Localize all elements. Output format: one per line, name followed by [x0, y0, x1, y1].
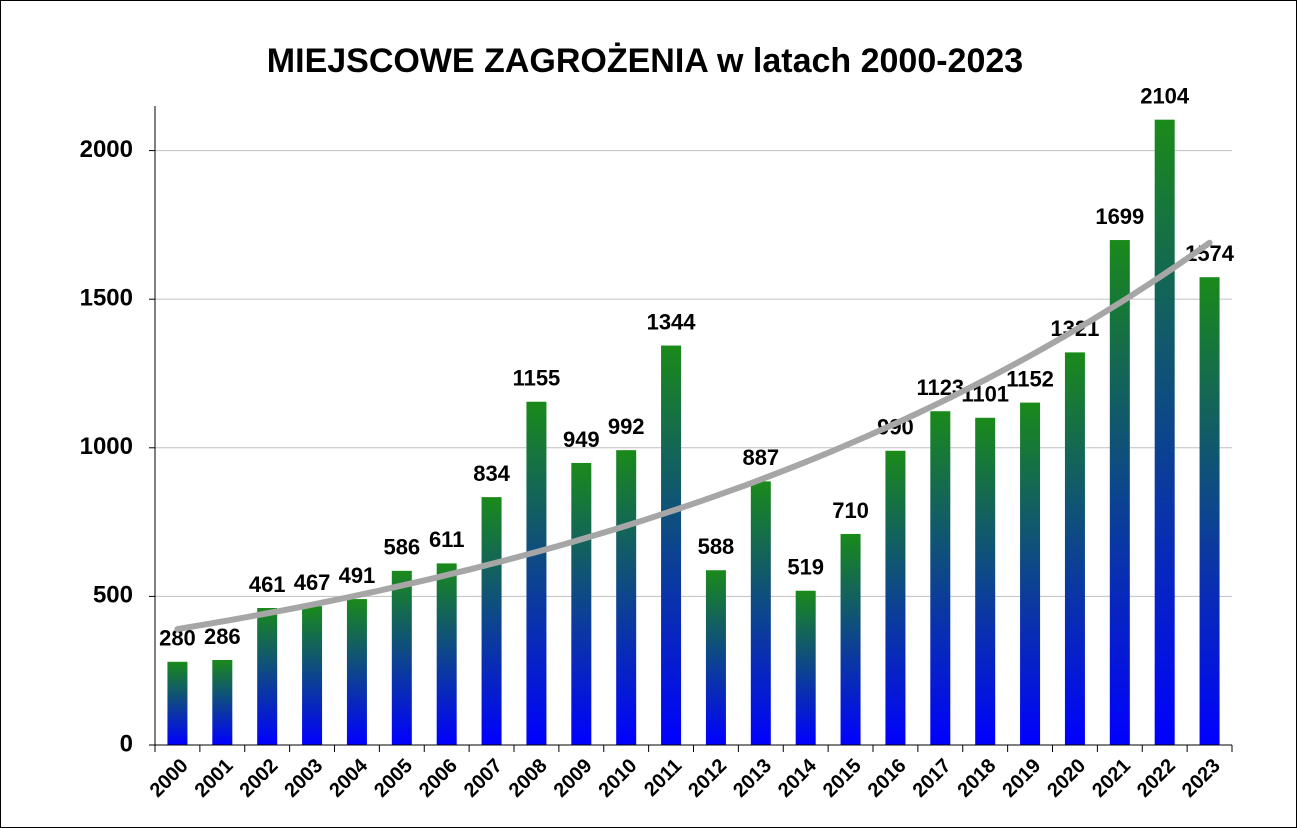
- value-label: 2104: [1140, 83, 1190, 108]
- bar: [436, 563, 457, 745]
- bar: [885, 450, 906, 745]
- bar: [302, 606, 323, 745]
- value-label: 491: [339, 563, 376, 588]
- value-label: 519: [787, 555, 824, 580]
- trendline: [174, 239, 1213, 633]
- bar: [840, 533, 861, 745]
- bar: [257, 607, 278, 745]
- bar: [750, 481, 771, 745]
- bar: [1109, 240, 1130, 746]
- bar: [571, 462, 592, 745]
- chart-title: MIEJSCOWE ZAGROŻENIA w latach 2000-2023: [267, 42, 1023, 80]
- value-label: 286: [204, 624, 241, 649]
- y-tick-label: 2000: [80, 136, 133, 163]
- value-label: 467: [294, 570, 331, 595]
- bar: [661, 345, 682, 745]
- value-label: 461: [249, 572, 286, 597]
- bar: [616, 450, 637, 745]
- y-tick-label: 500: [93, 582, 133, 609]
- bar: [526, 401, 547, 745]
- value-label: 586: [383, 535, 420, 560]
- bar: [795, 590, 816, 745]
- value-label: 1152: [1006, 366, 1054, 391]
- value-label: 834: [473, 461, 510, 486]
- bar: [212, 659, 233, 745]
- bar: [346, 599, 367, 745]
- value-label: 611: [429, 527, 465, 552]
- value-label: 1344: [647, 309, 697, 334]
- bar: [391, 570, 412, 745]
- value-label: 887: [742, 445, 779, 470]
- bar: [705, 570, 726, 745]
- bar: [167, 661, 188, 745]
- value-label: 588: [698, 534, 735, 559]
- bar: [1154, 119, 1175, 745]
- bar: [1020, 402, 1041, 745]
- bar: [975, 417, 996, 745]
- bar: [481, 497, 502, 745]
- value-label: 1699: [1095, 204, 1144, 229]
- y-tick-label: 0: [120, 730, 133, 757]
- y-tick-label: 1500: [80, 285, 133, 312]
- bar: [1064, 352, 1085, 745]
- bar: [930, 411, 951, 745]
- bar: [1199, 277, 1220, 745]
- y-tick-label: 1000: [80, 433, 133, 460]
- value-label: 949: [563, 427, 600, 452]
- value-label: 1155: [513, 366, 561, 391]
- value-label: 992: [608, 414, 645, 439]
- value-label: 710: [832, 498, 869, 523]
